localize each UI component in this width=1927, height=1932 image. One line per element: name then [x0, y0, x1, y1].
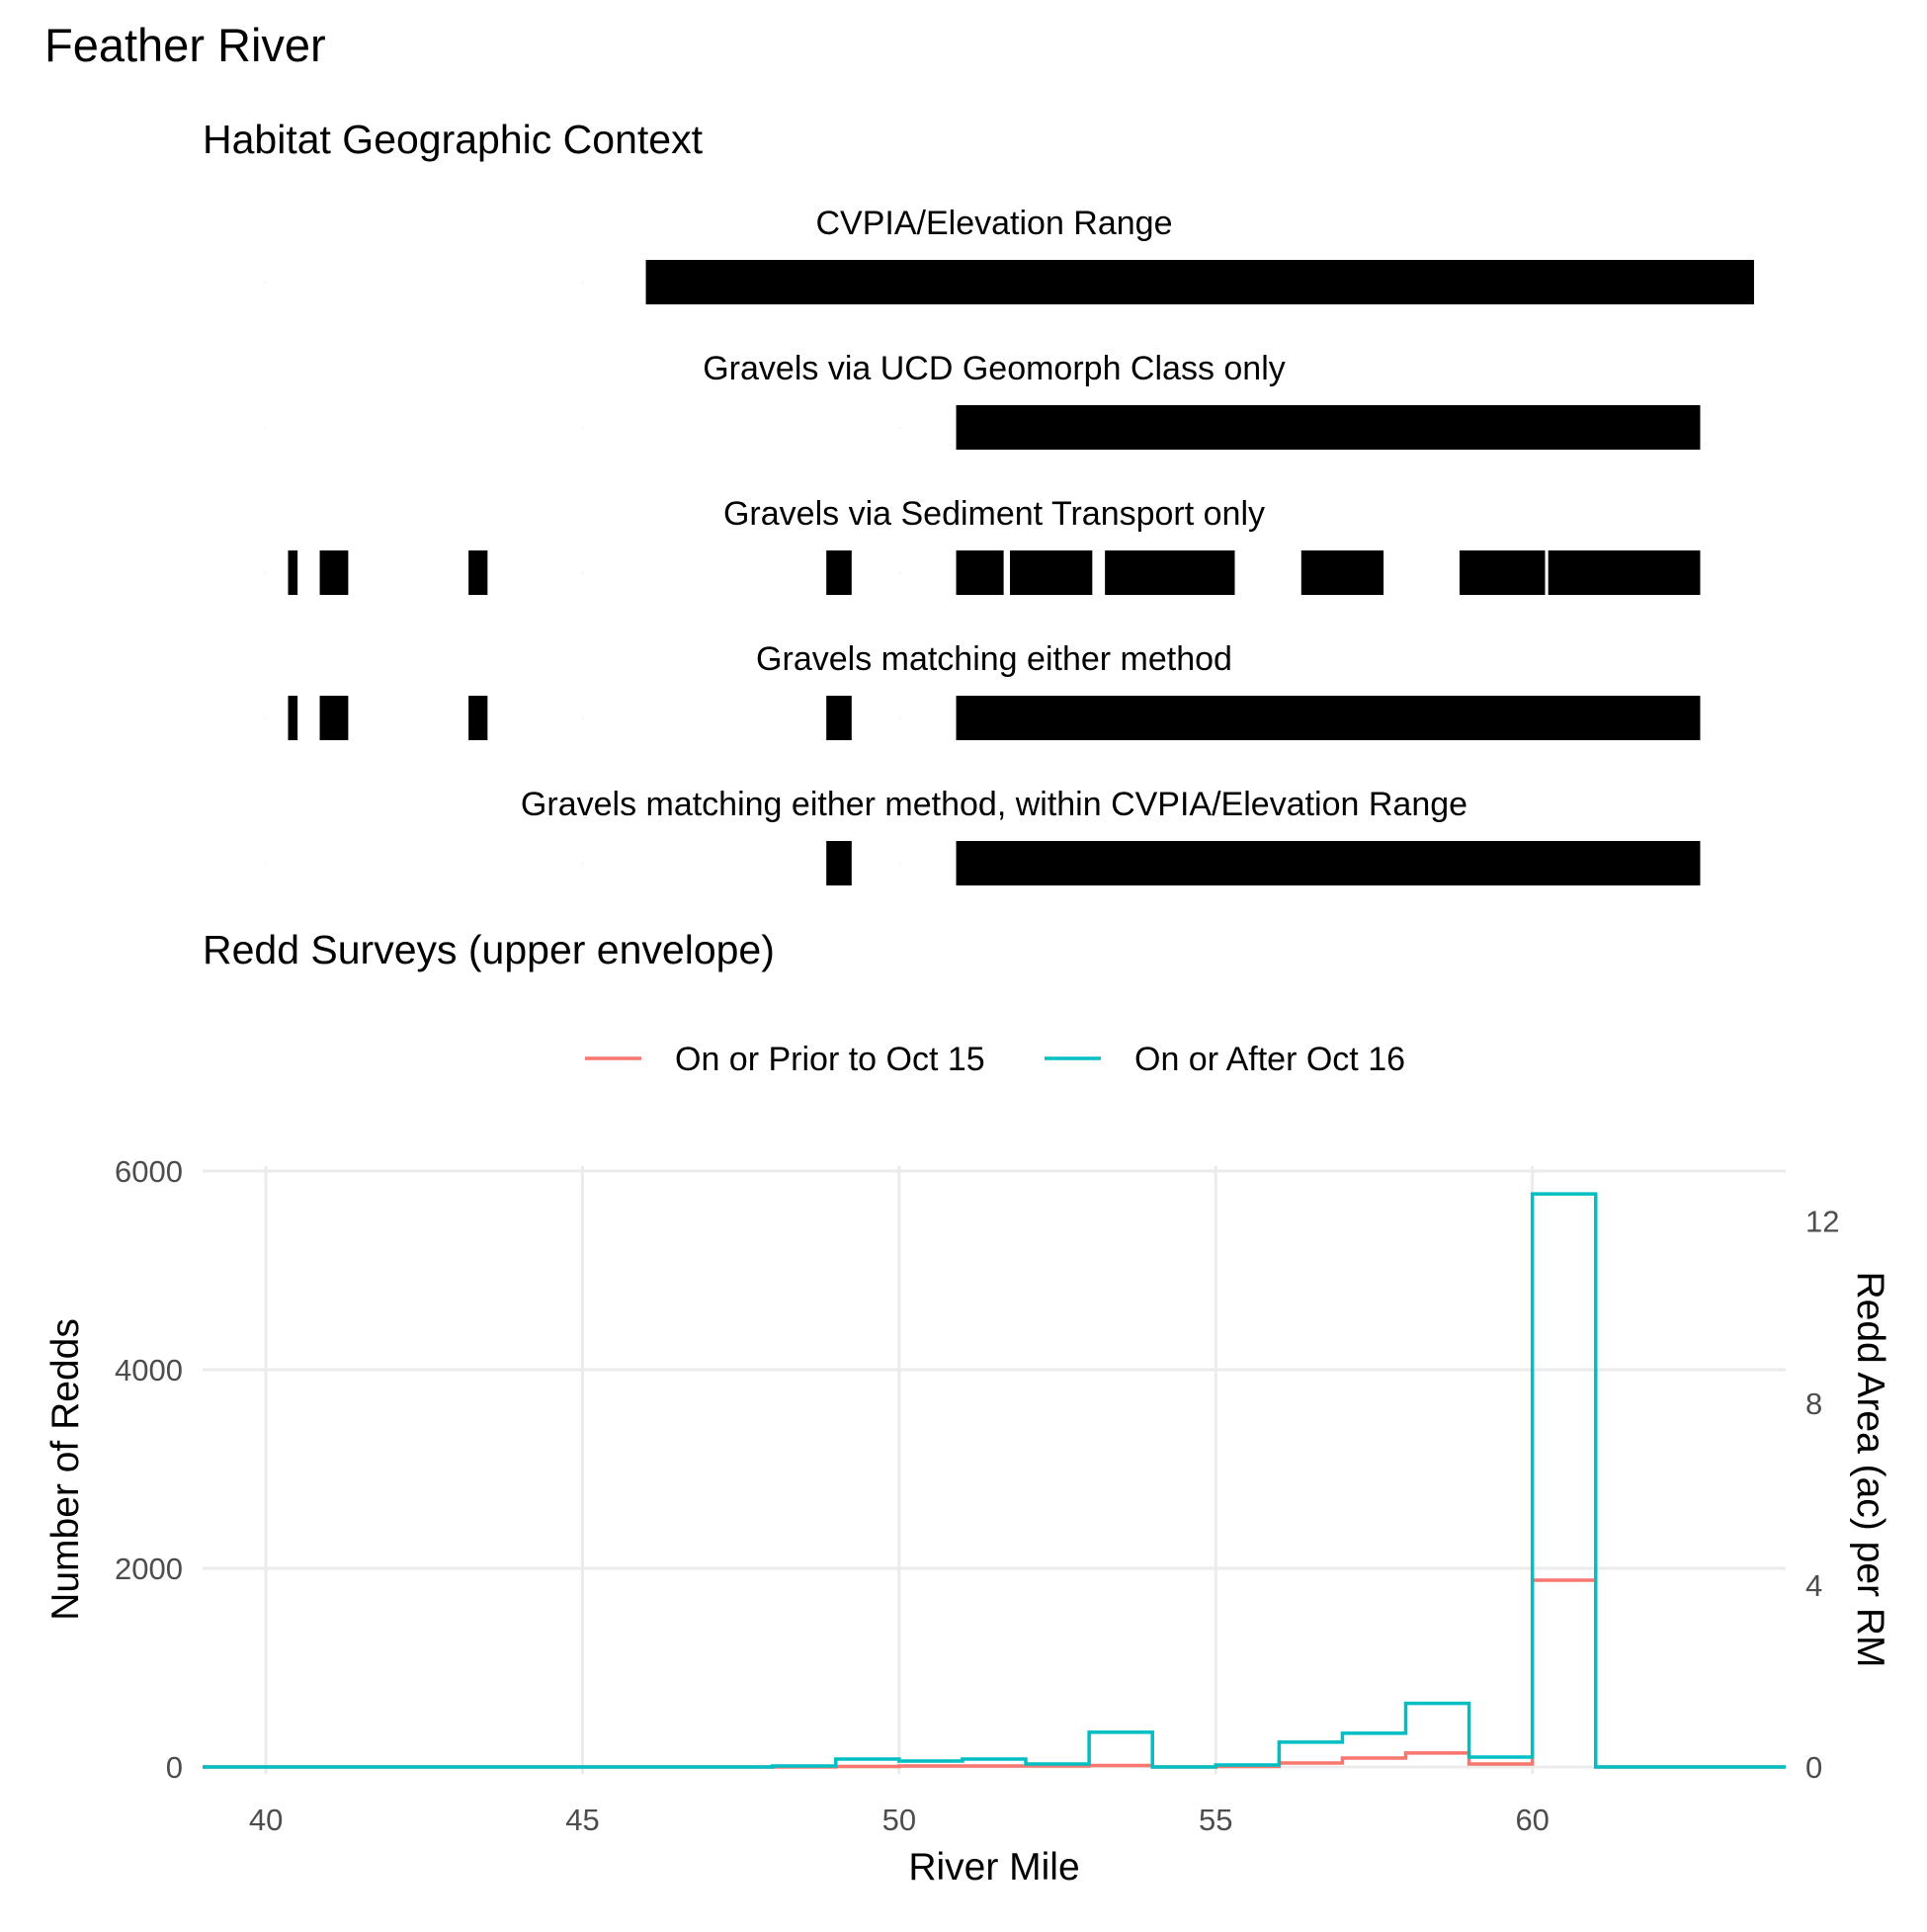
y2-tick-label: 0 — [1805, 1750, 1822, 1785]
habitat-segment — [826, 696, 852, 740]
legend: On or Prior to Oct 15 On or After Oct 16 — [585, 1041, 1405, 1078]
figure-title: Feather River — [44, 19, 326, 71]
y-axis-left: 0 2000 4000 6000 — [115, 1154, 183, 1785]
legend-label: On or Prior to Oct 15 — [675, 1041, 985, 1078]
habitat-segment — [319, 696, 349, 740]
habitat-segment — [1548, 550, 1701, 595]
habitat-segment — [468, 550, 488, 595]
habitat-row: CVPIA/Elevation Range — [265, 205, 1786, 304]
habitat-segment — [826, 841, 852, 885]
y-tick-label: 6000 — [115, 1154, 183, 1189]
habitat-row-label: Gravels via UCD Geomorph Class only — [703, 350, 1286, 387]
y2-axis-title: Redd Area (ac) per RM — [1849, 1272, 1891, 1668]
habitat-segment — [468, 696, 488, 740]
habitat-segment — [826, 550, 852, 595]
y-tick-label: 2000 — [115, 1552, 183, 1586]
y-tick-label: 4000 — [115, 1353, 183, 1387]
habitat-segment — [645, 260, 1754, 304]
habitat-row-label: Gravels matching either method — [756, 640, 1232, 678]
x-axis: 40 45 50 55 60 — [249, 1803, 1550, 1837]
habitat-segment — [1459, 550, 1546, 595]
redd-panel-title: Redd Surveys (upper envelope) — [203, 927, 775, 972]
x-tick-label: 45 — [565, 1803, 599, 1837]
habitat-panel-title: Habitat Geographic Context — [203, 117, 704, 162]
x-axis-title: River Mile — [908, 1846, 1079, 1889]
habitat-row-label: Gravels via Sediment Transport only — [723, 495, 1265, 533]
y-axis-right: 0 4 8 12 — [1805, 1205, 1839, 1785]
x-tick-label: 40 — [249, 1803, 283, 1837]
habitat-segment — [319, 550, 349, 595]
legend-item: On or After Oct 16 — [1045, 1041, 1405, 1078]
series-line-prior-oct-15 — [203, 1578, 1786, 1769]
legend-item: On or Prior to Oct 15 — [585, 1041, 985, 1078]
habitat-segment — [956, 550, 1004, 595]
habitat-row: Gravels matching either method, within C… — [265, 786, 1786, 885]
habitat-row: Gravels via UCD Geomorph Class only — [265, 350, 1786, 450]
y-axis-title: Number of Redds — [44, 1318, 87, 1621]
habitat-segment — [1010, 550, 1093, 595]
habitat-segment — [956, 696, 1701, 740]
series-line-after-oct-16 — [203, 1192, 1786, 1769]
habitat-row: Gravels matching either method — [265, 640, 1786, 740]
habitat-segment — [1300, 550, 1384, 595]
x-tick-label: 55 — [1199, 1803, 1232, 1837]
x-tick-label: 50 — [882, 1803, 916, 1837]
x-tick-label: 60 — [1515, 1803, 1549, 1837]
habitat-segment — [956, 841, 1701, 885]
habitat-row: Gravels via Sediment Transport only — [265, 495, 1786, 595]
habitat-segment — [288, 696, 298, 740]
y2-tick-label: 4 — [1805, 1568, 1822, 1603]
grid — [203, 1166, 1786, 1774]
y2-tick-label: 12 — [1805, 1205, 1839, 1239]
redd-panel: 0 2000 4000 6000 0 4 8 12 40 45 50 55 60 River Mile Nu… — [44, 1041, 1891, 1889]
habitat-row-label: Gravels matching either method, within C… — [521, 786, 1467, 823]
y2-tick-label: 8 — [1805, 1386, 1822, 1421]
habitat-segment — [1105, 550, 1235, 595]
habitat-row-label: CVPIA/Elevation Range — [816, 205, 1173, 242]
habitat-panel: CVPIA/Elevation Range Gravels via UCD Geo… — [265, 205, 1786, 885]
legend-label: On or After Oct 16 — [1134, 1041, 1405, 1078]
habitat-segment — [288, 550, 298, 595]
habitat-segment — [956, 405, 1701, 450]
y-tick-label: 0 — [166, 1750, 183, 1785]
